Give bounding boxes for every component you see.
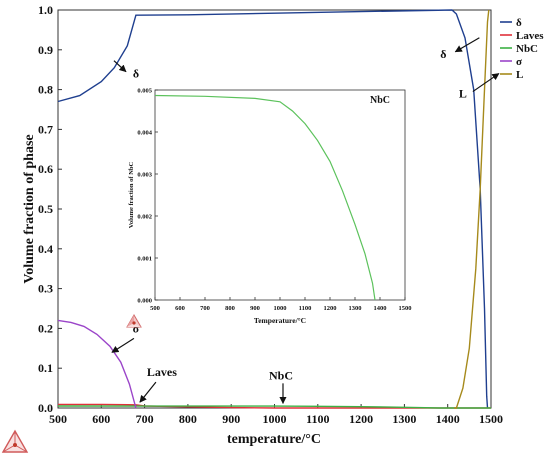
inset-y-tick-label: 0.003 [137, 172, 152, 179]
y-tick-label: 0.2 [38, 321, 53, 335]
legend-label-1: Laves [516, 30, 544, 42]
main-annotations: δ σ Laves NbC δ L [111, 37, 500, 405]
inset-x-tick-label: 1500 [399, 305, 412, 312]
x-tick-label: 1100 [306, 412, 329, 426]
legend-label-4: L [516, 69, 523, 81]
inset-x-tick-label: 900 [250, 305, 260, 312]
x-tick-label: 800 [179, 412, 197, 426]
x-tick-label: 900 [222, 412, 240, 426]
series-line-2 [57, 405, 491, 409]
inset-x-tick-label: 1300 [349, 305, 362, 312]
inset-y-axis-label: Volume fraction of NbC [128, 162, 135, 229]
y-tick-label: 0.0 [38, 401, 53, 415]
y-tick-label: 0.6 [38, 162, 53, 176]
inset-x-tick-label: 1000 [274, 305, 287, 312]
inset-background [126, 87, 408, 302]
inset-x-tick-label: 1200 [324, 305, 337, 312]
x-tick-label: 1500 [479, 412, 503, 426]
x-axis-label: temperature/°C [227, 432, 321, 447]
inset-x-tick-label: 600 [175, 305, 185, 312]
annotation-label: L [459, 87, 467, 101]
annotation-label: NbC [269, 368, 293, 382]
annotation-arrow [472, 73, 500, 93]
annotation-label: σ [133, 321, 140, 335]
legend-label-2: NbC [516, 43, 538, 55]
annotation-arrow [454, 37, 480, 53]
x-tick-label: 1400 [436, 412, 460, 426]
annotation-label: δ [133, 67, 139, 81]
x-tick-label: 1200 [349, 412, 373, 426]
inset-y-tick-label: 0.005 [137, 88, 152, 95]
inset-series-lines [154, 94, 376, 301]
inset-y-tick-label: 0.004 [137, 130, 152, 137]
inset-x-tick-label: 500 [150, 305, 160, 312]
inset-x-tick-label: 1400 [374, 305, 387, 312]
main-axis-ticks: 500 600 700 800 900 1000 1100 1200 1300 1400 1500 0… [38, 3, 503, 426]
series-line-4 [454, 9, 490, 409]
inset-title: NbC [370, 95, 390, 106]
x-tick-label: 1300 [392, 412, 416, 426]
y-tick-label: 0.7 [38, 122, 53, 136]
legend-label-0: δ [516, 17, 522, 29]
series-line-0 [57, 9, 489, 409]
inset-x-tick-label: 700 [200, 305, 210, 312]
y-tick-label: 0.3 [38, 282, 53, 296]
y-tick-label: 0.9 [38, 43, 53, 57]
annotation-label: Laves [147, 365, 177, 379]
x-tick-label: 700 [136, 412, 154, 426]
main-series-lines [57, 9, 491, 409]
annotation-arrow [139, 381, 157, 403]
x-tick-label: 1000 [263, 412, 287, 426]
inset-y-tick-label: 0.002 [137, 214, 152, 221]
annotation-arrow [111, 337, 135, 353]
inset-y-tick-label: 0.001 [137, 256, 152, 263]
inset-chart: 500 600 700 800 900 1000 1100 1200 1300 1400 1500 0… [126, 87, 412, 325]
inset-x-tick-label: 800 [225, 305, 235, 312]
annotation-arrow [113, 60, 127, 73]
inset-axis-ticks: 500 600 700 800 900 1000 1100 1200 1300 1400 1500 0… [137, 88, 411, 313]
annotation-label: δ [440, 47, 446, 61]
series-line-3 [57, 319, 137, 409]
x-tick-label: 600 [92, 412, 110, 426]
y-tick-label: 0.5 [38, 202, 53, 216]
y-tick-label: 0.4 [38, 242, 53, 256]
y-axis-label: Volume fraction of phase [22, 134, 37, 283]
x-tick-label: 500 [49, 412, 67, 426]
main-chart: 500 600 700 800 900 1000 1100 1200 1300 1400 1500 0… [22, 3, 503, 447]
inset-y-tick-label: 0.000 [137, 298, 152, 305]
triangle-logo-icon [1, 429, 29, 453]
inset-x-tick-label: 1100 [299, 305, 312, 312]
inset-x-axis-label: Temperature/°C [254, 316, 306, 325]
y-tick-label: 1.0 [38, 3, 53, 17]
inset-series-line-0 [154, 94, 376, 301]
triangle-logo-icon [126, 314, 142, 328]
y-tick-label: 0.1 [38, 361, 53, 375]
legend-label-3: σ [516, 56, 522, 68]
y-tick-label: 0.8 [38, 83, 53, 97]
